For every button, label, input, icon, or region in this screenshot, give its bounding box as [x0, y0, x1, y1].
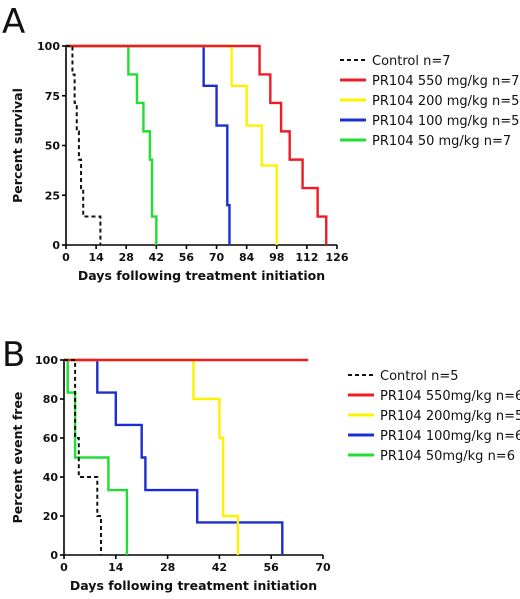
series-line-0 — [64, 359, 102, 555]
x-tick-label: 84 — [239, 251, 255, 264]
legend-label: PR104 200 mg/kg n=5 — [372, 94, 519, 109]
x-axis-title: Days following treatment initiation — [78, 268, 325, 283]
panel-letter-a: A — [2, 2, 25, 42]
y-tick-label: 50 — [45, 140, 61, 153]
x-tick-label: 70 — [209, 251, 225, 264]
x-tick-label: 56 — [179, 251, 195, 264]
x-axis-title: Days following treatment initiation — [70, 578, 317, 593]
series-line-2 — [64, 358, 240, 555]
legend-label: PR104 550mg/kg n=6 — [380, 389, 520, 404]
series-line-2 — [66, 44, 278, 245]
x-tick-label: 28 — [119, 251, 134, 264]
y-tick-label: 0 — [52, 239, 60, 252]
y-tick-label: 100 — [37, 40, 60, 53]
series-line-3 — [66, 44, 231, 245]
legend-label: Control n=7 — [372, 54, 451, 69]
legend-label: PR104 100 mg/kg n=5 — [372, 114, 519, 129]
y-tick-label: 80 — [43, 393, 59, 406]
x-tick-label: 56 — [264, 561, 280, 574]
chart-b: 0 20 40 60 80 100 0 14 28 42 56 70 Days following tr… — [10, 354, 520, 593]
x-tick-label: 28 — [160, 561, 175, 574]
y-axis-title: Percent survival — [10, 88, 25, 203]
y-tick-label: 20 — [43, 510, 59, 523]
panel-letter-b: B — [2, 335, 25, 375]
legend-label: PR104 550 mg/kg n=7 — [372, 74, 519, 89]
x-tick-label: 112 — [295, 251, 318, 264]
x-tick-label: 70 — [315, 561, 331, 574]
series-line-4 — [66, 44, 158, 245]
x-tick-label: 14 — [108, 561, 124, 574]
y-tick-label: 100 — [35, 354, 58, 367]
legend-label: PR104 200mg/kg n=5 — [380, 409, 520, 424]
x-tick-label: 14 — [88, 251, 104, 264]
y-tick-label: 0 — [50, 549, 58, 562]
series-line-4 — [64, 358, 129, 555]
x-tick-label: 0 — [62, 251, 70, 264]
legend-label: PR104 100mg/kg n=6 — [380, 429, 520, 444]
y-tick-label: 75 — [45, 90, 60, 103]
x-tick-label: 0 — [60, 561, 68, 574]
legend-label: PR104 50 mg/kg n=7 — [372, 134, 511, 149]
legend-label: PR104 50mg/kg n=6 — [380, 449, 515, 464]
x-tick-label: 42 — [212, 561, 227, 574]
x-tick-label: 42 — [149, 251, 164, 264]
series-line-0 — [66, 45, 102, 245]
x-tick-label: 126 — [326, 251, 349, 264]
y-tick-label: 25 — [45, 189, 60, 202]
x-tick-label: 98 — [269, 251, 284, 264]
series-line-3 — [64, 358, 284, 555]
y-axis-title: Percent event free — [10, 392, 25, 524]
series-line-1 — [66, 44, 328, 245]
y-tick-label: 40 — [43, 471, 59, 484]
legend-label: Control n=5 — [380, 369, 459, 384]
y-tick-label: 60 — [43, 432, 59, 445]
